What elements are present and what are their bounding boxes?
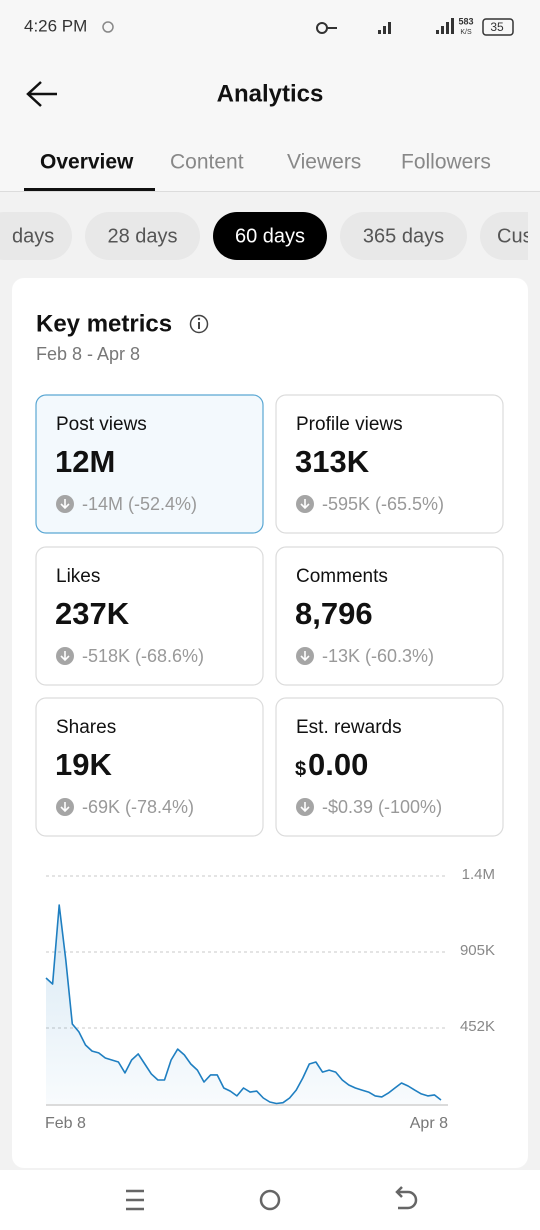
range-label: 365 days (363, 225, 444, 247)
tab[interactable]: Viewers (287, 151, 361, 174)
range-pill[interactable] (480, 212, 540, 260)
net-speed-unit: K/S (460, 29, 472, 36)
y-tick-label: 1.4M (462, 866, 495, 883)
metric-box[interactable] (35, 394, 264, 534)
tab[interactable]: Followers (401, 151, 491, 174)
date-range: Feb 8 - Apr 8 (36, 344, 140, 364)
x-tick-label: Apr 8 (410, 1115, 448, 1132)
change-arrow (300, 802, 310, 813)
change-arrow (300, 499, 310, 510)
metric-box[interactable] (275, 394, 504, 534)
metric-label: Est. rewards (296, 717, 402, 738)
x-tick-label: Feb 8 (45, 1115, 86, 1132)
metric-label: Post views (56, 414, 147, 435)
range-pill[interactable] (213, 212, 327, 260)
metric-value: 313K (295, 444, 370, 479)
metric-label: Shares (56, 717, 116, 738)
nav-icons (126, 1186, 418, 1211)
settings-icon (102, 21, 114, 33)
info-icon-bar (198, 322, 200, 329)
range-pill[interactable] (340, 212, 467, 260)
change-arrow (60, 651, 70, 662)
metric-label: Comments (296, 566, 388, 587)
metric-change: -13K (-60.3%) (322, 646, 434, 666)
nav-bg (0, 1170, 540, 1230)
metric-change: -595K (-65.5%) (322, 494, 444, 514)
metric-box[interactable] (35, 697, 264, 837)
tab[interactable]: Overview (40, 151, 134, 174)
metric-value: 12M (55, 444, 115, 479)
y-tick-label: 905K (460, 942, 495, 959)
metric-change: -518K (-68.6%) (82, 646, 204, 666)
area (46, 905, 441, 1104)
page-title: Analytics (217, 80, 324, 107)
metric-currency: $ (295, 758, 306, 780)
info-icon-dot (197, 317, 201, 321)
metric-value: 8,796 (295, 596, 373, 631)
info-icon[interactable] (189, 314, 209, 334)
metric-box[interactable] (275, 546, 504, 686)
metric-value: 237K (55, 596, 130, 631)
metric-value: 0.00 (308, 747, 368, 782)
range-label: Cus (497, 225, 533, 247)
metric-value: 19K (55, 747, 112, 782)
metric-label: Profile views (296, 414, 403, 435)
battery (482, 18, 514, 36)
y-tick-label: 452K (460, 1018, 495, 1035)
tab[interactable]: Content (170, 151, 244, 174)
change-arrow (300, 651, 310, 662)
tab-indicator (24, 188, 155, 191)
signal-icons (316, 18, 454, 34)
tab-fade (510, 130, 540, 190)
line (45, 904, 442, 1105)
metric-change: -69K (-78.4%) (82, 797, 194, 817)
range-label: 60 days (235, 225, 305, 247)
net-speed: 583 (458, 16, 473, 26)
change-arrow (60, 802, 70, 813)
range-edge (528, 205, 540, 265)
status-time: 4:26 PM (24, 16, 87, 35)
metric-change: -$0.39 (-100%) (322, 797, 442, 817)
metric-box[interactable] (35, 546, 264, 686)
metric-box[interactable] (275, 697, 504, 837)
range-label: days (12, 225, 54, 247)
tab-divider (0, 191, 540, 192)
change-arrow (60, 499, 70, 510)
metric-label: Likes (56, 566, 100, 587)
range-pill[interactable] (0, 212, 72, 260)
top-bg (0, 0, 540, 192)
back-button[interactable] (26, 81, 57, 107)
battery-level: 35 (490, 20, 504, 34)
card-title: Key metrics (36, 310, 172, 337)
range-pill[interactable] (85, 212, 200, 260)
metric-change: -14M (-52.4%) (82, 494, 197, 514)
range-label: 28 days (107, 225, 177, 247)
